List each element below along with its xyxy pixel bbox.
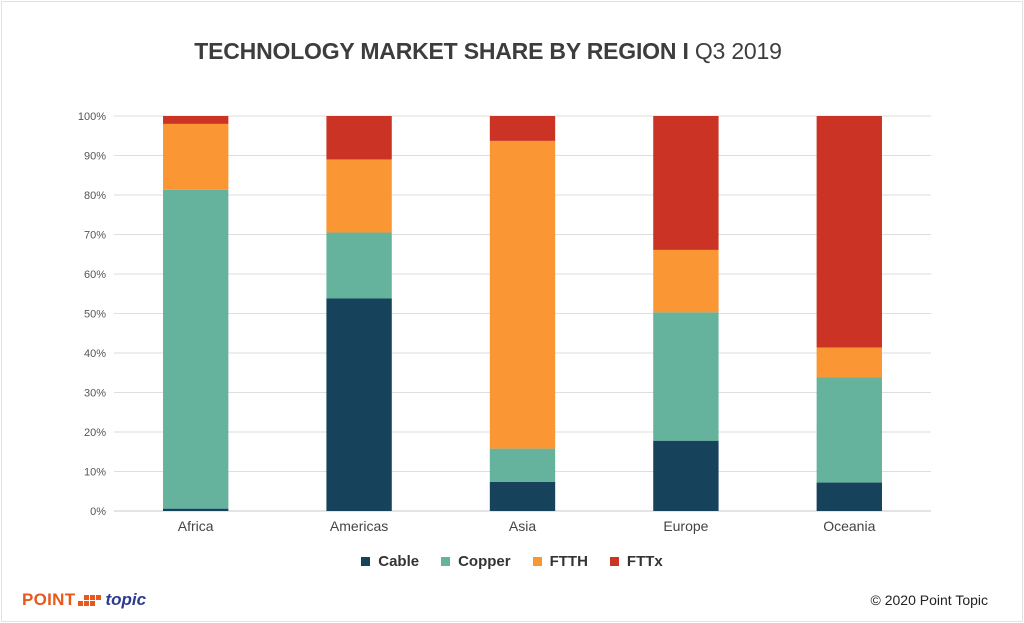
- legend-swatch-icon: [609, 557, 619, 566]
- x-tick-label: Asia: [509, 518, 536, 534]
- bar-segment-fttx: [653, 116, 719, 250]
- bar-segment-cable: [489, 481, 556, 511]
- bar-segment-fttx: [326, 116, 392, 160]
- bar-segment-copper: [653, 312, 719, 441]
- point-topic-logo: POINT topic: [22, 590, 146, 610]
- chart-title-main: TECHNOLOGY MARKET SHARE BY REGION I: [194, 38, 689, 64]
- y-tick-label: 100%: [78, 111, 106, 123]
- y-tick-label: 90%: [84, 151, 106, 163]
- legend-item-fttx: FTTx: [609, 553, 663, 570]
- y-tick-label: 0%: [90, 506, 106, 518]
- bar-segment-fttx: [489, 116, 556, 141]
- bar-segment-cable: [816, 482, 882, 511]
- y-tick-label: 50%: [84, 309, 106, 321]
- x-tick-label: Oceania: [823, 518, 875, 534]
- bar-stack-americas: [326, 116, 392, 511]
- chart-title-period: Q3 2019: [694, 38, 782, 64]
- bar-segment-copper: [489, 448, 556, 482]
- bar-segment-fttx: [816, 116, 882, 348]
- legend-item-cable: Cable: [361, 553, 419, 570]
- x-axis-ticks: Africa Americas Asia Europe Oceania: [178, 518, 876, 534]
- y-axis-ticks: 0% 10% 20% 30% 40% 50% 60% 70% 80% 90% 100%: [78, 111, 106, 518]
- bar-segment-ftth: [489, 140, 556, 449]
- bar-segment-ftth: [326, 159, 392, 233]
- legend-label: FTTH: [549, 553, 588, 570]
- bar-stack-europe: [653, 116, 719, 511]
- bar-segment-ftth: [816, 347, 882, 378]
- legend-swatch-icon: [441, 557, 451, 566]
- logo-point-text: POINT: [22, 590, 76, 609]
- legend-swatch-icon: [532, 557, 542, 566]
- x-tick-label: Europe: [663, 518, 708, 534]
- y-tick-label: 60%: [84, 269, 106, 281]
- bar-stack-oceania: [816, 116, 882, 511]
- bar-segment-copper: [326, 232, 392, 299]
- logo-squares-icon: [78, 594, 102, 606]
- bar-segment-copper: [163, 189, 229, 509]
- bar-segment-ftth: [653, 249, 719, 313]
- bar-stack-africa: [163, 116, 229, 511]
- bar-stack-asia: [489, 116, 556, 511]
- chart-title: TECHNOLOGY MARKET SHARE BY REGION I Q3 2…: [0, 38, 976, 65]
- logo-topic-text: topic: [105, 590, 147, 609]
- legend-label: Cable: [378, 553, 420, 570]
- y-tick-label: 80%: [84, 190, 106, 202]
- legend-label: Copper: [458, 553, 511, 570]
- legend-label: FTTx: [626, 553, 663, 570]
- y-tick-label: 10%: [84, 467, 106, 479]
- y-tick-label: 30%: [84, 388, 106, 400]
- bar-segment-ftth: [163, 123, 229, 190]
- x-tick-label: Americas: [330, 518, 388, 534]
- y-tick-label: 40%: [84, 348, 106, 360]
- bars: [163, 116, 882, 511]
- legend-swatch-icon: [361, 557, 371, 566]
- legend: Cable Copper FTTH FTTx: [0, 553, 1024, 570]
- y-tick-label: 20%: [84, 427, 106, 439]
- bar-segment-fttx: [163, 116, 229, 124]
- copyright: © 2020 Point Topic: [870, 592, 988, 608]
- bar-segment-copper: [816, 377, 882, 483]
- bar-segment-cable: [163, 508, 229, 511]
- bar-segment-cable: [326, 298, 392, 511]
- x-tick-label: Africa: [178, 518, 214, 534]
- legend-item-copper: Copper: [441, 553, 511, 570]
- bar-segment-cable: [653, 440, 719, 511]
- y-tick-label: 70%: [84, 230, 106, 242]
- legend-item-ftth: FTTH: [532, 553, 588, 570]
